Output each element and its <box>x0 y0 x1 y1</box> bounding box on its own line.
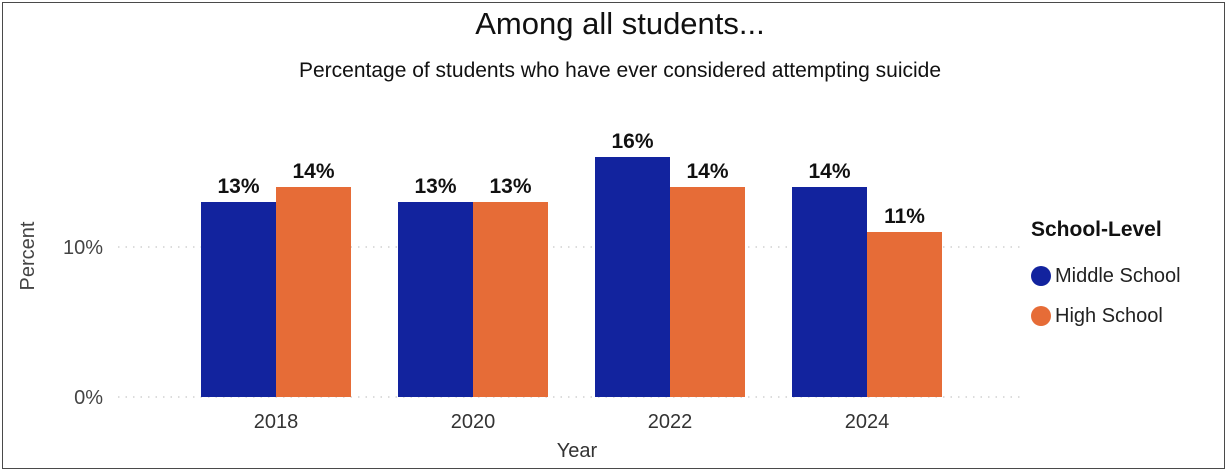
legend-item-high-school[interactable]: High School <box>1031 296 1181 336</box>
bar-middle-school-2024[interactable] <box>792 187 867 397</box>
bar-middle-school-2020[interactable] <box>398 202 473 397</box>
data-label: 14% <box>808 160 850 183</box>
bar-high-school-2018[interactable] <box>276 187 351 397</box>
y-tick-label: 10% <box>63 237 103 259</box>
x-tick-label: 2024 <box>845 411 890 433</box>
bar-high-school-2020[interactable] <box>473 202 548 397</box>
legend-title: School-Level <box>1031 218 1162 241</box>
x-tick-label: 2022 <box>648 411 693 433</box>
x-axis-title: Year <box>557 440 598 462</box>
legend-marker-high-school <box>1031 306 1051 326</box>
bar-middle-school-2022[interactable] <box>595 157 670 397</box>
y-axis-title: Percent <box>17 221 39 290</box>
legend-item-middle-school[interactable]: Middle School <box>1031 256 1181 296</box>
bar-high-school-2024[interactable] <box>867 232 942 397</box>
chart-title: Among all students... <box>475 6 765 41</box>
legend-label-middle-school: Middle School <box>1055 264 1181 287</box>
chart-subtitle: Percentage of students who have ever con… <box>298 59 942 82</box>
data-label: 16% <box>611 130 653 153</box>
data-label: 13% <box>489 175 531 198</box>
data-label: 14% <box>686 160 728 183</box>
x-tick-label: 2018 <box>254 411 299 433</box>
data-label: 11% <box>884 205 925 228</box>
legend: School-Level Middle School High School <box>1031 218 1181 336</box>
y-tick-label: 0% <box>74 387 103 409</box>
x-tick-label: 2020 <box>451 411 496 433</box>
bar-middle-school-2018[interactable] <box>201 202 276 397</box>
legend-marker-middle-school <box>1031 266 1051 286</box>
data-label: 14% <box>292 160 334 183</box>
data-label: 13% <box>414 175 456 198</box>
data-label: 13% <box>217 175 259 198</box>
legend-label-high-school: High School <box>1055 304 1163 327</box>
bar-high-school-2022[interactable] <box>670 187 745 397</box>
